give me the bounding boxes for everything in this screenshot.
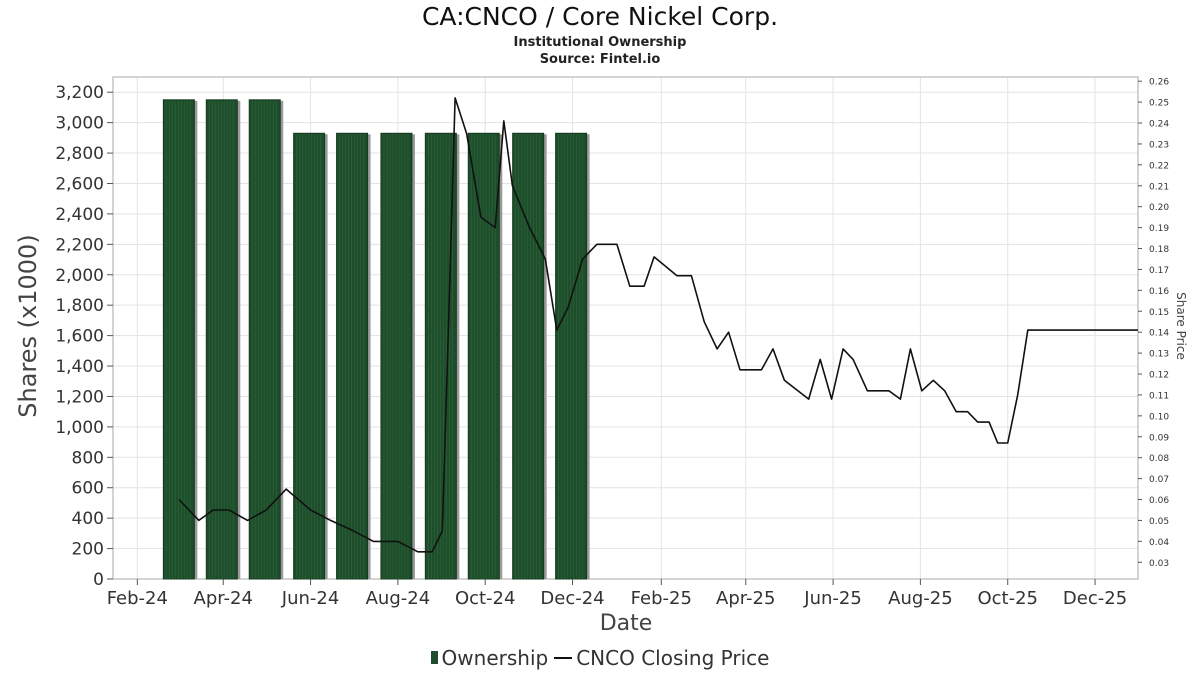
y2-tick-label: 0.08 xyxy=(1149,454,1169,464)
y2-tick-label: 0.06 xyxy=(1149,496,1169,506)
y2-tick-label: 0.18 xyxy=(1149,245,1169,255)
y-tick-label: 1,000 xyxy=(55,418,104,438)
x-axis-label: Date xyxy=(600,611,653,636)
ownership-bars xyxy=(162,99,590,580)
x-tick-label: Jun-25 xyxy=(803,588,862,609)
x-axis: Feb-24 Apr-24 Jun-24 Aug-24 Oct-24 Dec-24 Feb-… xyxy=(107,579,1127,609)
y2-tick-label: 0.09 xyxy=(1149,433,1169,443)
x-tick-label: Apr-24 xyxy=(194,588,253,609)
y2-tick-label: 0.26 xyxy=(1149,78,1169,88)
y2-tick-label: 0.21 xyxy=(1149,182,1169,192)
legend: Ownership CNCO Closing Price xyxy=(0,646,1200,670)
y-axis-right: 0.03 0.04 0.05 0.06 0.07 0.08 0.09 0.10 0.11 0.12… xyxy=(1138,78,1169,569)
y-axis-label: Shares (x1000) xyxy=(14,234,42,417)
y-tick-label: 800 xyxy=(72,448,104,468)
x-tick-label: Dec-25 xyxy=(1063,588,1127,609)
y2-tick-label: 0.22 xyxy=(1149,161,1169,171)
y-tick-label: 200 xyxy=(72,540,104,560)
y2-axis-label: Share Price xyxy=(1174,292,1188,360)
y-tick-label: 400 xyxy=(72,509,104,529)
y-tick-label: 2,000 xyxy=(55,266,104,286)
legend-ownership-swatch xyxy=(430,651,438,664)
legend-price-label: CNCO Closing Price xyxy=(576,646,770,670)
y2-tick-label: 0.12 xyxy=(1149,371,1169,381)
y-tick-label: 2,600 xyxy=(55,174,104,194)
y2-tick-label: 0.25 xyxy=(1149,99,1169,109)
y2-tick-label: 0.13 xyxy=(1149,350,1169,360)
legend-ownership-label: Ownership xyxy=(441,646,549,670)
x-tick-label: Aug-24 xyxy=(366,588,431,609)
y-tick-label: 1,600 xyxy=(55,327,104,347)
price-line-layer xyxy=(178,97,1138,553)
chart-title: CA:CNCO / Core Nickel Corp. xyxy=(421,2,779,31)
y2-tick-label: 0.10 xyxy=(1149,412,1169,422)
y2-tick-label: 0.19 xyxy=(1149,224,1169,234)
plot-area xyxy=(112,76,1139,580)
y2-tick-label: 0.14 xyxy=(1149,329,1169,339)
y-tick-label: 3,200 xyxy=(55,83,104,103)
y-tick-label: 1,400 xyxy=(55,357,104,377)
y2-tick-label: 0.05 xyxy=(1149,517,1169,527)
y-tick-label: 600 xyxy=(72,479,104,499)
chart-source: Source: Fintel.io xyxy=(539,52,661,67)
x-tick-label: Dec-24 xyxy=(540,588,604,609)
y-axis-left: 0 200 400 600 800 1,000 1,200 1,400 1,600 1,800 2,… xyxy=(55,83,113,590)
x-tick-label: Jun-24 xyxy=(281,588,340,609)
y2-tick-label: 0.20 xyxy=(1149,203,1169,213)
y-tick-label: 2,400 xyxy=(55,205,104,225)
y2-tick-label: 0.03 xyxy=(1149,559,1169,569)
y2-tick-label: 0.24 xyxy=(1149,120,1169,130)
y2-tick-label: 0.11 xyxy=(1149,391,1169,401)
y2-tick-label: 0.04 xyxy=(1149,538,1169,548)
y2-tick-label: 0.07 xyxy=(1149,475,1169,485)
x-tick-label: Apr-25 xyxy=(716,588,775,609)
x-tick-label: Oct-25 xyxy=(977,588,1038,609)
price-line xyxy=(178,97,1138,553)
legend-price-swatch xyxy=(554,656,573,659)
y2-tick-label: 0.16 xyxy=(1149,287,1169,297)
y-tick-label: 2,200 xyxy=(55,235,104,255)
y-tick-label: 3,000 xyxy=(55,114,104,134)
x-tick-label: Feb-24 xyxy=(107,588,168,609)
y2-tick-label: 0.15 xyxy=(1149,308,1169,318)
y2-tick-label: 0.23 xyxy=(1149,140,1169,150)
x-tick-label: Aug-25 xyxy=(888,588,953,609)
chart-subtitle: Institutional Ownership xyxy=(513,35,687,50)
x-tick-label: Feb-25 xyxy=(631,588,692,609)
y-tick-label: 1,800 xyxy=(55,296,104,316)
x-tick-label: Oct-24 xyxy=(455,588,516,609)
y-tick-label: 0 xyxy=(93,570,104,590)
y-tick-label: 1,200 xyxy=(55,387,104,407)
y-tick-label: 2,800 xyxy=(55,144,104,164)
y2-tick-label: 0.17 xyxy=(1149,266,1169,276)
